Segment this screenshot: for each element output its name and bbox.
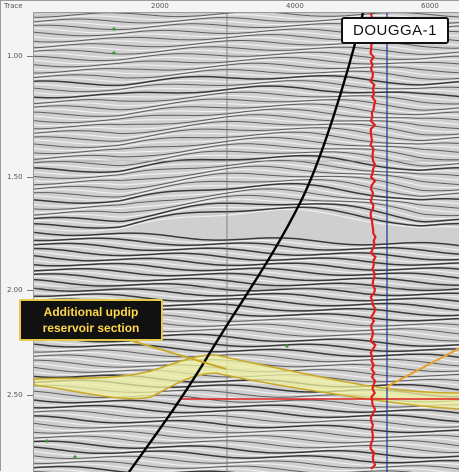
callout-line-1: Additional updip [21, 304, 161, 320]
time-tick [27, 395, 33, 396]
time-axis-tick-label: 1.50 [7, 173, 23, 181]
time-tick [27, 177, 33, 178]
time-axis-ruler: 1.00 1.50 2.00 2.50 [1, 12, 34, 472]
time-tick [27, 56, 33, 57]
marker-dot [112, 27, 115, 30]
time-axis-tick-label: 1.00 [7, 52, 23, 60]
marker-dot [285, 344, 288, 347]
callout-line-2: reservoir section [21, 320, 161, 336]
trace-axis-label: Trace [4, 2, 23, 10]
marker-dot [45, 439, 48, 442]
reservoir-callout: Additional updip reservoir section [19, 299, 163, 341]
trace-axis-tick-label: 2000 [151, 2, 169, 10]
well-name-label: DOUGGA-1 [341, 17, 449, 44]
marker-dot [73, 455, 76, 458]
time-axis-tick-label: 2.50 [7, 391, 23, 399]
time-axis-tick-label: 2.00 [7, 286, 23, 294]
trace-axis-tick-label: 6000 [421, 2, 439, 10]
marker-dot [112, 51, 115, 54]
trace-axis-ruler: Trace 2000 4000 6000 [1, 1, 459, 13]
trace-axis-tick-label: 4000 [286, 2, 304, 10]
time-tick [27, 290, 33, 291]
